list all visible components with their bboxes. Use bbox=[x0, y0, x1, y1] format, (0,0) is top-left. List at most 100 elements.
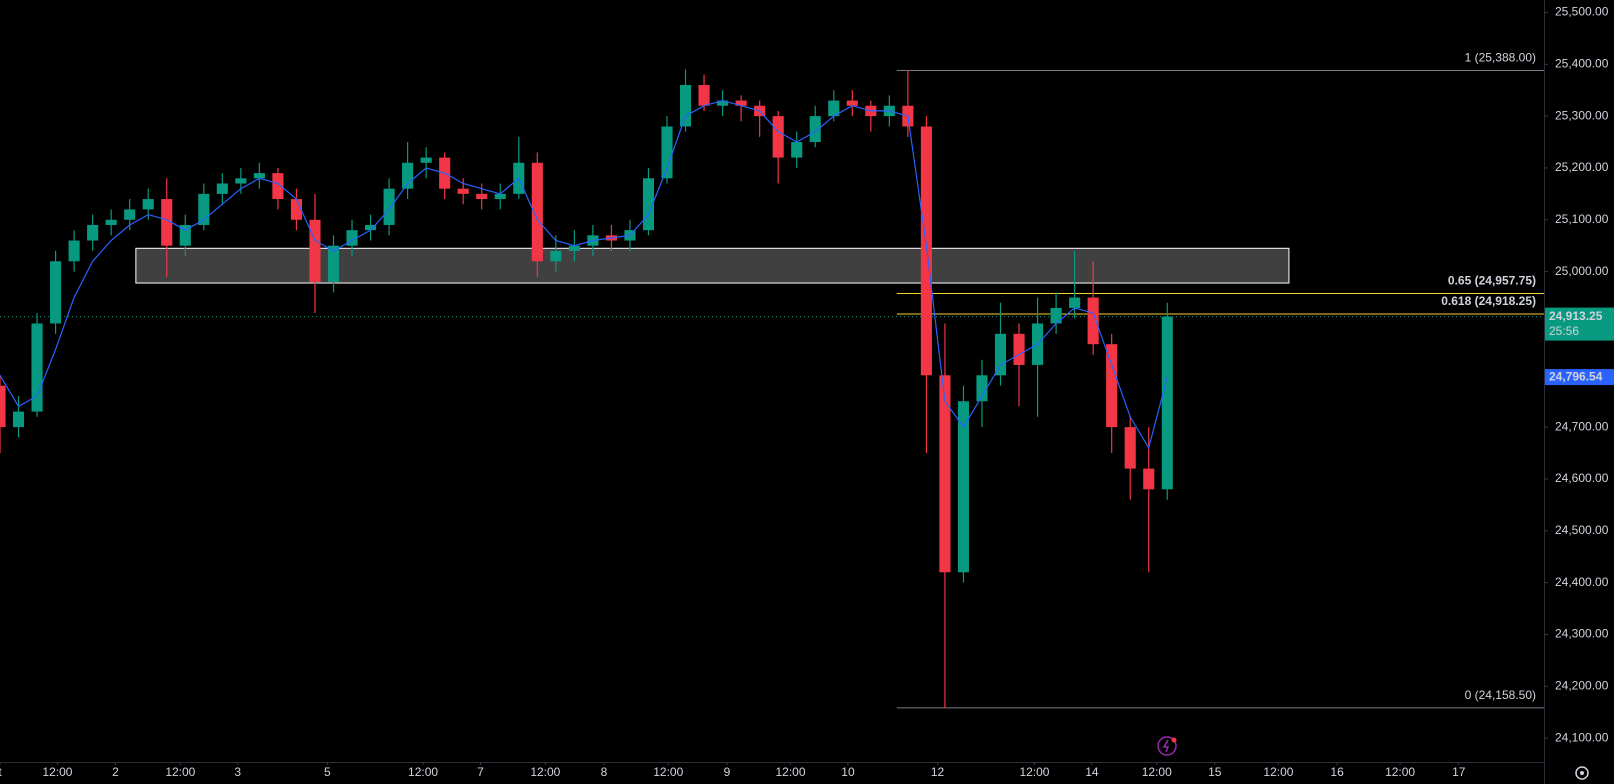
flash-icon[interactable] bbox=[1157, 736, 1177, 756]
x-tick-label: t bbox=[0, 765, 2, 779]
candle-body bbox=[365, 224, 377, 231]
flash-bolt bbox=[1162, 739, 1170, 753]
settings-ring bbox=[1575, 766, 1589, 780]
x-tick-label: 12:00 bbox=[408, 765, 438, 779]
flash-dot bbox=[1171, 737, 1177, 743]
x-tick-label: 12:00 bbox=[1263, 765, 1293, 779]
candle-body bbox=[809, 116, 821, 143]
zone-box bbox=[135, 247, 1290, 284]
candle-body bbox=[235, 178, 247, 184]
candle-body bbox=[939, 375, 951, 573]
x-tick-label: 15 bbox=[1208, 765, 1222, 779]
y-tick-label: 24,300.00 bbox=[1555, 627, 1609, 641]
candle-body bbox=[327, 245, 340, 282]
candle-body bbox=[1106, 344, 1118, 428]
candle-body bbox=[920, 126, 932, 376]
flash-circle bbox=[1157, 736, 1177, 756]
y-tick-label: 25,100.00 bbox=[1555, 212, 1609, 226]
candle-body bbox=[87, 224, 99, 241]
candle-body bbox=[346, 230, 358, 246]
candle-body bbox=[383, 188, 395, 225]
y-tick-label: 24,100.00 bbox=[1555, 730, 1609, 744]
candle-body bbox=[1069, 297, 1081, 308]
candle-body bbox=[791, 142, 803, 158]
candle-body bbox=[290, 199, 303, 220]
fib-label: 0 (24,158.50) bbox=[1465, 688, 1536, 702]
y-tick-label: 25,400.00 bbox=[1555, 56, 1609, 70]
candle-body bbox=[457, 188, 469, 194]
y-tick-label: 24,200.00 bbox=[1555, 678, 1609, 692]
candle-body bbox=[1124, 427, 1136, 469]
candle-body bbox=[1143, 468, 1155, 490]
candle-body bbox=[179, 224, 191, 246]
candle-body bbox=[1161, 316, 1173, 490]
moving-average bbox=[0, 99, 1168, 450]
candle-body bbox=[679, 85, 692, 127]
x-tick-label: 9 bbox=[724, 765, 731, 779]
y-tick-label: 25,500.00 bbox=[1555, 5, 1609, 19]
candle-body bbox=[142, 199, 154, 210]
candle-body bbox=[717, 100, 729, 106]
x-tick-label: 12:00 bbox=[1385, 765, 1415, 779]
candle-body bbox=[198, 193, 210, 225]
y-tick-label: 24,600.00 bbox=[1555, 471, 1609, 485]
x-tick-label: 2 bbox=[112, 765, 119, 779]
candle-body bbox=[216, 183, 228, 194]
last-price-label: 24,913.25 bbox=[1549, 309, 1603, 323]
candle-body bbox=[476, 193, 488, 200]
candle-body bbox=[253, 173, 265, 179]
x-tick-label: 12:00 bbox=[165, 765, 195, 779]
settings-dot bbox=[1580, 771, 1584, 775]
candle-body bbox=[105, 219, 117, 225]
candle-body bbox=[531, 162, 543, 262]
candle-body bbox=[272, 173, 284, 200]
y-tick-label: 25,000.00 bbox=[1555, 264, 1609, 278]
candle-body bbox=[68, 240, 80, 262]
candle-body bbox=[828, 100, 840, 117]
candle-body bbox=[976, 375, 988, 402]
fib-label: 0.65 (24,957.75) bbox=[1448, 274, 1536, 288]
fib-label: 0.618 (24,918.25) bbox=[1441, 294, 1536, 308]
candle-body bbox=[124, 209, 136, 220]
x-tick-label: 12:00 bbox=[530, 765, 560, 779]
candle-body bbox=[12, 411, 25, 428]
x-tick-label: 12:00 bbox=[776, 765, 806, 779]
countdown-label: 25:56 bbox=[1549, 324, 1579, 338]
x-tick-label: 12:00 bbox=[1019, 765, 1049, 779]
x-tick-label: 12 bbox=[931, 765, 945, 779]
candle-body bbox=[772, 116, 784, 158]
candle-body bbox=[568, 245, 580, 251]
candle-body bbox=[661, 126, 673, 179]
last-price-badge bbox=[1545, 307, 1614, 341]
ma-badge bbox=[1545, 369, 1614, 386]
candle-body bbox=[846, 100, 858, 106]
x-tick-label: 7 bbox=[477, 765, 484, 779]
candle-body bbox=[735, 100, 747, 106]
candle-body bbox=[494, 193, 506, 200]
x-tick-label: 10 bbox=[841, 765, 855, 779]
candle-body bbox=[994, 333, 1007, 376]
candle-body bbox=[420, 157, 432, 163]
x-tick-label: 12:00 bbox=[653, 765, 683, 779]
candle-body bbox=[309, 219, 321, 282]
x-tick-label: 16 bbox=[1330, 765, 1344, 779]
y-tick-label: 25,300.00 bbox=[1555, 108, 1609, 122]
x-tick-label: 12:00 bbox=[42, 765, 72, 779]
x-tick-label: 12:00 bbox=[1142, 765, 1172, 779]
settings-icon[interactable] bbox=[1575, 766, 1589, 780]
x-tick-label: 3 bbox=[234, 765, 241, 779]
candle-body bbox=[698, 85, 710, 106]
candle-body bbox=[1087, 297, 1099, 345]
candle-body bbox=[550, 250, 562, 262]
candle-body bbox=[161, 199, 173, 246]
x-tick-label: 14 bbox=[1085, 765, 1099, 779]
y-tick-label: 24,500.00 bbox=[1555, 523, 1609, 537]
y-tick-label: 24,400.00 bbox=[1555, 575, 1609, 589]
candle-body bbox=[0, 385, 6, 428]
candle-body bbox=[402, 162, 414, 189]
x-tick-label: 8 bbox=[601, 765, 608, 779]
candle-body bbox=[31, 323, 43, 412]
candle-body bbox=[50, 261, 62, 324]
